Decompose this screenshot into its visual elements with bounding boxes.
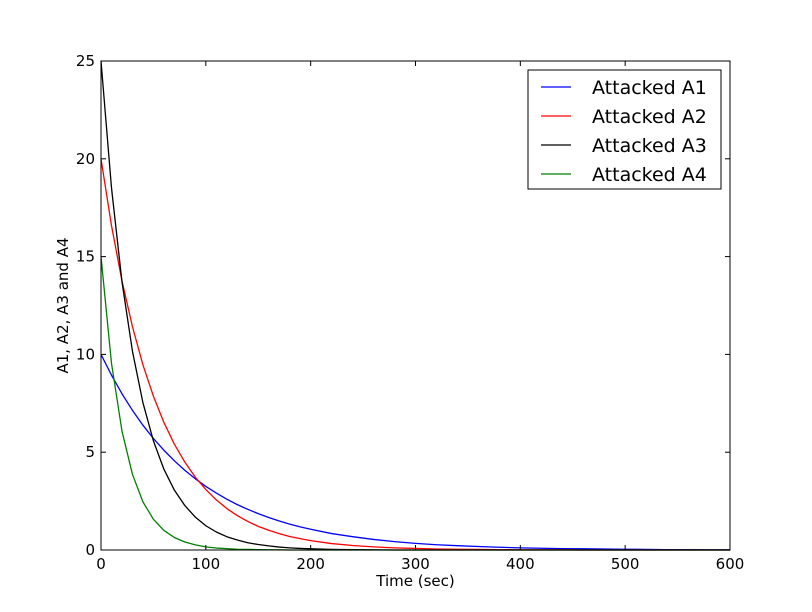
legend-label-1: Attacked A1 [592, 77, 707, 99]
y-axis-label: A1, A2, A3 and A4 [54, 237, 72, 373]
legend-label-4: Attacked A4 [592, 164, 707, 186]
series-line-1 [100, 354, 730, 551]
y-tick-label: 5 [85, 443, 95, 461]
x-axis-label: Time (sec) [375, 572, 454, 590]
y-tick-label: 25 [76, 52, 95, 70]
x-tick-label: 300 [401, 555, 430, 573]
x-tick-label: 100 [192, 555, 221, 573]
x-tick-label: 0 [96, 555, 106, 573]
y-tick-label: 15 [76, 248, 95, 266]
legend-label-3: Attacked A3 [592, 135, 707, 157]
ticks-layer: 0 100 200 300 400 500 600 0 5 10 15 20 25 [76, 52, 744, 573]
x-tick-label: 500 [611, 555, 640, 573]
y-tick-label: 10 [76, 345, 95, 363]
y-tick-label: 0 [85, 541, 95, 559]
y-tick-label: 20 [76, 150, 95, 168]
x-tick-label: 200 [296, 555, 325, 573]
x-tick-label: 400 [506, 555, 535, 573]
legend: Attacked A1 Attacked A2 Attacked A3 Attacke… [527, 69, 722, 190]
x-tick-label: 600 [716, 555, 745, 573]
legend-box [527, 69, 722, 190]
legend-label-2: Attacked A2 [592, 106, 707, 128]
